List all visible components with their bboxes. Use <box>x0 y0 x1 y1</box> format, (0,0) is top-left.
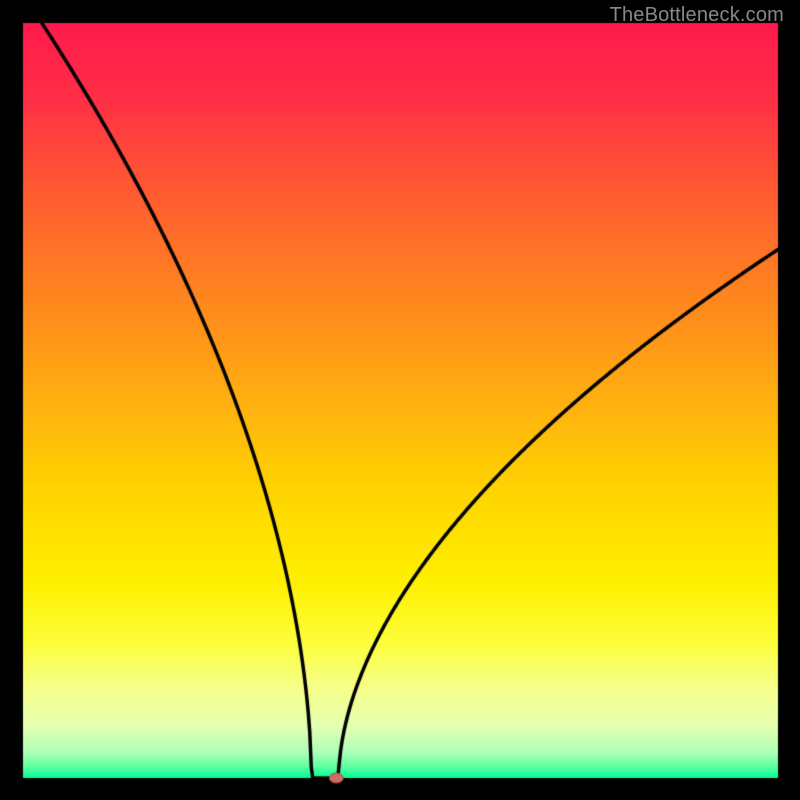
chart-stage: TheBottleneck.com <box>0 0 800 800</box>
bottleneck-curve-plot <box>0 0 800 800</box>
watermark-text: TheBottleneck.com <box>610 4 784 27</box>
